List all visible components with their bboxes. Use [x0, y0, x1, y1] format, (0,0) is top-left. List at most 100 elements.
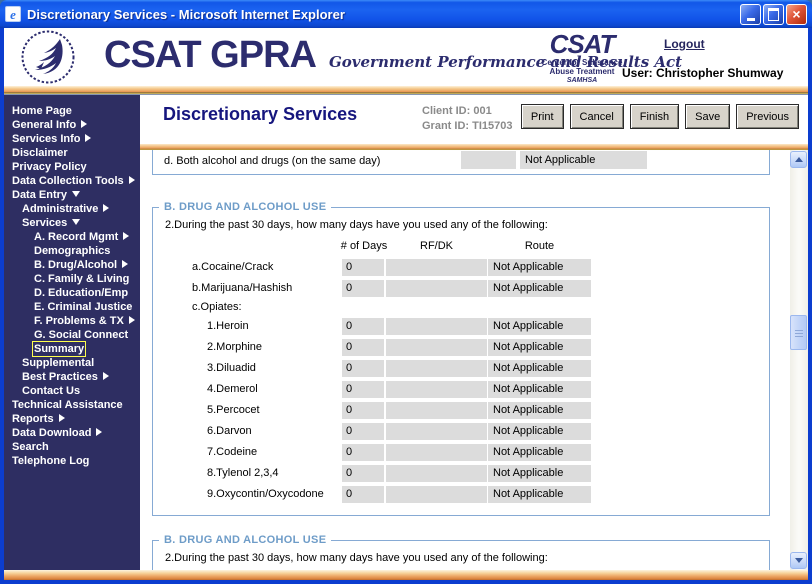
- route-input[interactable]: Not Applicable: [488, 280, 591, 297]
- rfdk-input[interactable]: [386, 318, 487, 335]
- days-input[interactable]: 0: [342, 465, 384, 482]
- scroll-up-button[interactable]: [790, 151, 807, 168]
- sidebar-item-disclaimer[interactable]: Disclaimer: [4, 146, 140, 160]
- chevron-right-icon: [59, 412, 65, 426]
- page-title: Discretionary Services: [163, 104, 358, 124]
- route-input[interactable]: Not Applicable: [488, 339, 591, 356]
- rfdk-input[interactable]: [386, 280, 487, 297]
- window-title: Discretionary Services - Microsoft Inter…: [27, 6, 345, 22]
- sidebar-item-label: Best Practices: [22, 371, 98, 383]
- rfdk-input[interactable]: [386, 423, 487, 440]
- sidebar-item-data-collection-tools[interactable]: Data Collection Tools: [4, 174, 140, 188]
- days-input[interactable]: 0: [342, 259, 384, 276]
- drug-label: 5.Percocet: [207, 404, 260, 416]
- cancel-button[interactable]: Cancel: [569, 104, 624, 129]
- scroll-down-button[interactable]: [790, 552, 807, 569]
- toolbar: Print Cancel Finish Save Previous: [520, 104, 799, 129]
- sidebar-item-privacy-policy[interactable]: Privacy Policy: [4, 160, 140, 174]
- route-input[interactable]: Not Applicable: [488, 486, 591, 503]
- rfdk-input[interactable]: [386, 465, 487, 482]
- route-input[interactable]: Not Applicable: [488, 360, 591, 377]
- drug-label: 8.Tylenol 2,3,4: [207, 467, 279, 479]
- brand-title: CSAT GPRA: [104, 34, 317, 76]
- question-d-value-box[interactable]: [461, 151, 516, 169]
- days-input[interactable]: 0: [342, 402, 384, 419]
- drug-row: 5.Percocet 0 Not Applicable: [153, 400, 769, 421]
- sidebar-nav: Home Page General Info Services Info Discla…: [4, 95, 140, 570]
- rfdk-input[interactable]: [386, 486, 487, 503]
- days-input[interactable]: 0: [342, 486, 384, 503]
- days-input[interactable]: 0: [342, 381, 384, 398]
- finish-button[interactable]: Finish: [629, 104, 680, 129]
- rfdk-input[interactable]: [386, 339, 487, 356]
- vertical-scrollbar[interactable]: [790, 150, 808, 570]
- sidebar-item-demographics[interactable]: Demographics: [4, 244, 140, 258]
- sidebar-item-b-drug-alcohol[interactable]: B. Drug/Alcohol: [4, 258, 140, 272]
- logout-link[interactable]: Logout: [664, 37, 705, 51]
- sidebar-item-label: Data Entry: [12, 189, 68, 201]
- days-input[interactable]: 0: [342, 444, 384, 461]
- route-input[interactable]: Not Applicable: [488, 402, 591, 419]
- rfdk-input[interactable]: [386, 259, 487, 276]
- drug-label: 9.Oxycontin/Oxycodone: [207, 488, 324, 500]
- sidebar-item-d-education-emp[interactable]: D. Education/Emp: [4, 286, 140, 300]
- drug-label: a.Cocaine/Crack: [192, 261, 274, 273]
- route-input[interactable]: Not Applicable: [488, 381, 591, 398]
- column-header-days: # of Days: [340, 240, 388, 252]
- days-input[interactable]: 0: [342, 423, 384, 440]
- close-button[interactable]: ×: [786, 3, 807, 25]
- user-label: User: Christopher Shumway: [622, 66, 784, 80]
- sidebar-item-g-social-connect[interactable]: G. Social Connect: [4, 328, 140, 342]
- route-input[interactable]: Not Applicable: [488, 318, 591, 335]
- sidebar-item-label: Administrative: [22, 203, 99, 215]
- sidebar-item-label: Home Page: [12, 105, 72, 117]
- print-button[interactable]: Print: [520, 104, 564, 129]
- minimize-button[interactable]: [740, 3, 761, 25]
- sidebar-item-label: C. Family & Living: [34, 273, 130, 285]
- sidebar-item-data-entry[interactable]: Data Entry: [4, 188, 140, 202]
- sidebar-item-data-download[interactable]: Data Download: [4, 426, 140, 440]
- rfdk-input[interactable]: [386, 360, 487, 377]
- route-input[interactable]: Not Applicable: [488, 259, 591, 276]
- sidebar-item-f-problems-tx[interactable]: F. Problems & TX: [4, 314, 140, 328]
- sidebar-item-summary[interactable]: Summary: [4, 341, 140, 357]
- app-header: CSAT GPRA Government Performance and Res…: [4, 28, 808, 86]
- days-input[interactable]: 0: [342, 318, 384, 335]
- sidebar-item-search[interactable]: Search: [4, 440, 140, 454]
- question-d-route-box[interactable]: Not Applicable: [520, 151, 647, 169]
- rfdk-input[interactable]: [386, 381, 487, 398]
- sidebar-item-a-record-mgmt[interactable]: A. Record Mgmt: [4, 230, 140, 244]
- sidebar-item-administrative[interactable]: Administrative: [4, 202, 140, 216]
- sidebar-item-technical-assistance[interactable]: Technical Assistance: [4, 398, 140, 412]
- route-input[interactable]: Not Applicable: [488, 423, 591, 440]
- sidebar-item-reports[interactable]: Reports: [4, 412, 140, 426]
- sidebar-item-services-info[interactable]: Services Info: [4, 132, 140, 146]
- sidebar-item-e-criminal-justice[interactable]: E. Criminal Justice: [4, 300, 140, 314]
- sidebar-item-supplemental[interactable]: Supplemental: [4, 356, 140, 370]
- csat-logo-samhsa: SAMHSA: [566, 77, 598, 84]
- save-button[interactable]: Save: [685, 104, 731, 129]
- sidebar-item-general-info[interactable]: General Info: [4, 118, 140, 132]
- rfdk-input[interactable]: [386, 402, 487, 419]
- days-input[interactable]: 0: [342, 280, 384, 297]
- sidebar-item-label: General Info: [12, 119, 77, 131]
- brand-logo: CSAT GPRA Government Performance and Res…: [104, 32, 682, 78]
- sidebar-item-best-practices[interactable]: Best Practices: [4, 370, 140, 384]
- main-area: Home Page General Info Services Info Discla…: [4, 95, 808, 570]
- sidebar-item-c-family-living[interactable]: C. Family & Living: [4, 272, 140, 286]
- rfdk-input[interactable]: [386, 444, 487, 461]
- route-input[interactable]: Not Applicable: [488, 444, 591, 461]
- drug-label: 7.Codeine: [207, 446, 258, 458]
- sidebar-item-services[interactable]: Services: [4, 216, 140, 230]
- days-input[interactable]: 0: [342, 360, 384, 377]
- sidebar-item-home-page[interactable]: Home Page: [4, 104, 140, 118]
- route-input[interactable]: Not Applicable: [488, 465, 591, 482]
- sidebar-item-contact-us[interactable]: Contact Us: [4, 384, 140, 398]
- chevron-right-icon: [103, 370, 109, 384]
- sidebar-item-telephone-log[interactable]: Telephone Log: [4, 454, 140, 468]
- previous-button[interactable]: Previous: [736, 104, 799, 129]
- days-input[interactable]: 0: [342, 339, 384, 356]
- drug-row: a.Cocaine/Crack 0 Not Applicable: [153, 257, 769, 278]
- scroll-thumb[interactable]: [790, 315, 807, 350]
- maximize-button[interactable]: [763, 3, 784, 25]
